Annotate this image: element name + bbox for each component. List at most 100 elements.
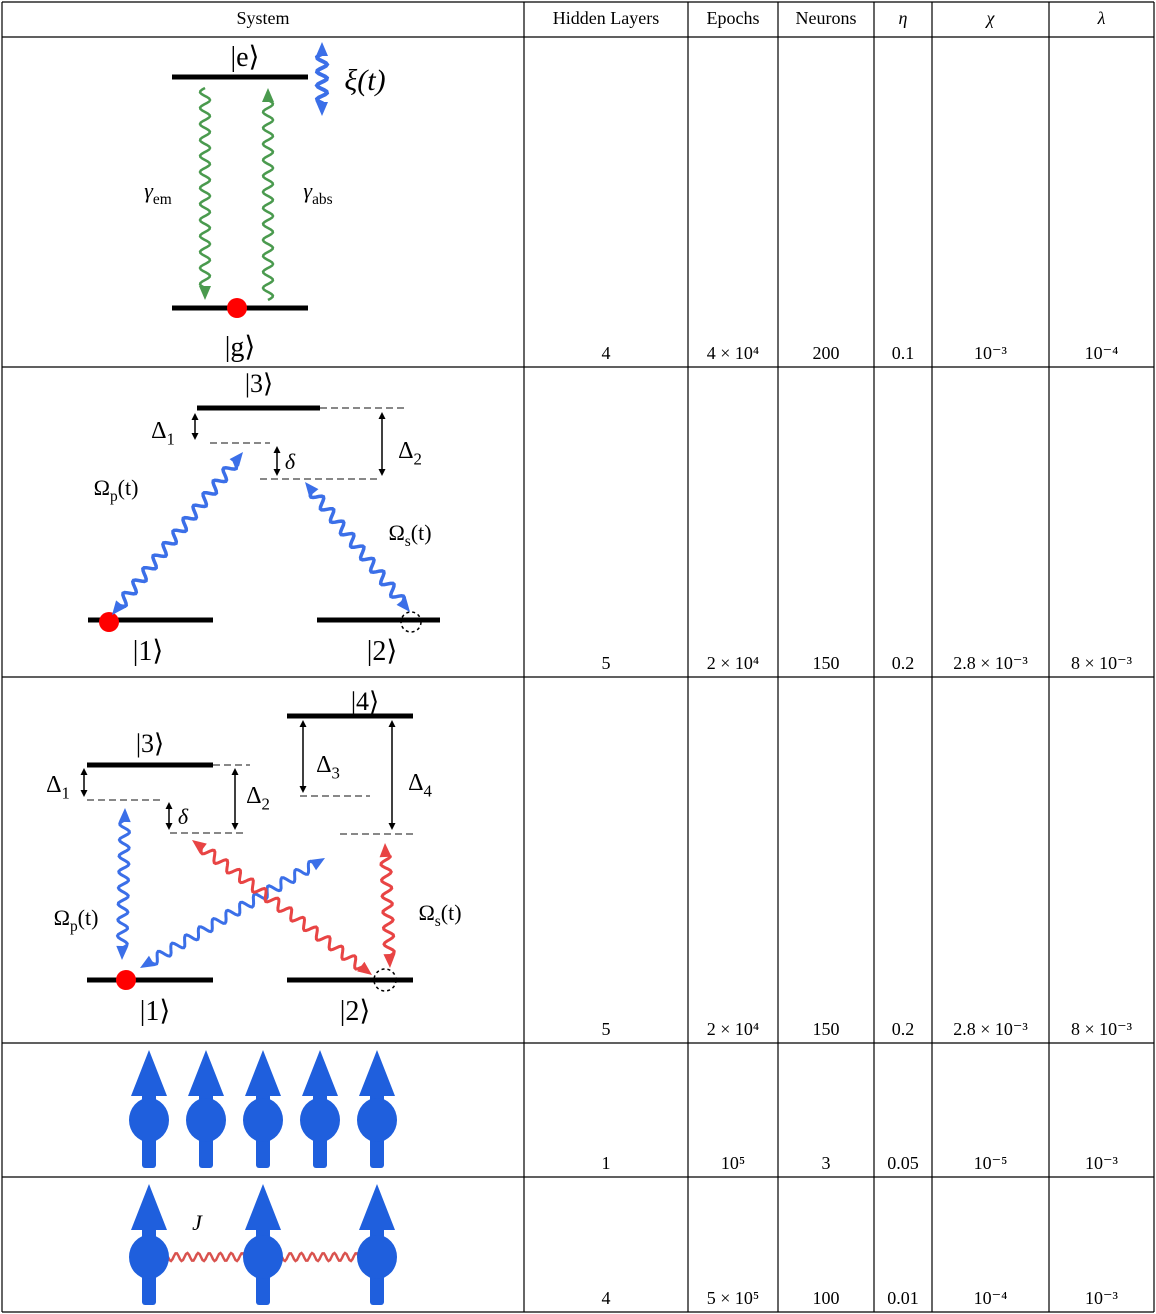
- label-subscript: 4: [424, 782, 433, 801]
- cell-value: 10⁻³: [1085, 1153, 1119, 1173]
- spin-head: [245, 1184, 281, 1230]
- diagram-label: δ: [285, 449, 296, 474]
- wavy-arrow: [317, 54, 327, 104]
- label-main: Δ: [316, 752, 331, 778]
- spin-body: [243, 1098, 283, 1142]
- cell-value: 2.8 × 10⁻³: [953, 653, 1028, 673]
- label-main: |1⟩: [133, 636, 164, 667]
- label-subscript: 2: [262, 795, 270, 814]
- label-main: δ: [178, 804, 189, 829]
- label-main: |g⟩: [225, 332, 256, 363]
- diagram-label: Ωp(t): [94, 475, 139, 505]
- diagram-label: Ωs(t): [388, 520, 431, 550]
- cell-value: 2 × 10⁴: [707, 653, 759, 673]
- spin-body: [300, 1098, 340, 1142]
- arrow-head: [316, 42, 328, 56]
- wavy-arrow: [263, 101, 273, 301]
- arrow-head: [116, 946, 128, 960]
- diagram-label: |e⟩: [231, 42, 260, 73]
- cell-value: 10⁻³: [1085, 1288, 1119, 1308]
- cell-value: 4: [602, 343, 611, 363]
- cell-value: 100: [813, 1288, 840, 1308]
- diagram-label: J: [192, 1210, 203, 1235]
- arrow-head: [166, 823, 173, 830]
- label-main: Δ: [408, 770, 423, 796]
- arrow-head: [380, 843, 392, 857]
- cell-value: 2.8 × 10⁻³: [953, 1019, 1028, 1039]
- arrow-head: [81, 768, 88, 775]
- cell-value: 0.2: [892, 653, 915, 673]
- diagram-label: Δ2: [398, 438, 422, 469]
- column-header: Neurons: [796, 8, 857, 28]
- spin-head: [131, 1184, 167, 1230]
- arrow-head: [112, 600, 125, 615]
- diagram-label: |1⟩: [133, 636, 164, 667]
- cell-value: 10⁻⁴: [1085, 343, 1119, 363]
- spin-body: [357, 1235, 397, 1279]
- arrow-head: [389, 720, 396, 727]
- arrow-head: [310, 858, 325, 870]
- cell-value: 0.05: [887, 1153, 919, 1173]
- cell-value: 2 × 10⁴: [707, 1019, 759, 1039]
- cell-value: 10⁻⁴: [974, 1288, 1008, 1308]
- arrow-head: [81, 790, 88, 797]
- wavy-arrow: [168, 1253, 246, 1261]
- cell-value: 10⁻⁵: [974, 1153, 1008, 1173]
- cell-value: 150: [813, 1019, 840, 1039]
- cell-value: 0.01: [887, 1288, 919, 1308]
- cell-value: 8 × 10⁻³: [1071, 1019, 1133, 1039]
- label-main: Ω: [418, 900, 434, 925]
- arrow-head: [192, 840, 207, 853]
- column-header: Epochs: [707, 8, 760, 28]
- wavy-arrow: [118, 821, 130, 949]
- arrow-head: [383, 954, 395, 968]
- spin-head: [245, 1050, 281, 1096]
- wavy-arrow: [381, 855, 394, 956]
- cell-value: 10⁻³: [974, 343, 1008, 363]
- label-tail: (t): [441, 900, 462, 925]
- spin-body: [129, 1235, 169, 1279]
- cell-value: 4 × 10⁴: [707, 343, 759, 363]
- label-main: Δ: [151, 418, 166, 444]
- label-subscript: em: [153, 191, 172, 208]
- arrow-head: [316, 102, 328, 116]
- label-tail: (t): [118, 475, 139, 500]
- diagram-label: |4⟩: [351, 687, 379, 716]
- cell-value: 5: [602, 1019, 611, 1039]
- diagram-label: |2⟩: [340, 996, 371, 1027]
- column-header: λ: [1097, 8, 1106, 28]
- column-header: χ: [985, 8, 996, 28]
- spin-body: [357, 1098, 397, 1142]
- arrow-head: [192, 433, 199, 440]
- spin-body: [186, 1098, 226, 1142]
- diagram-label: Ωp(t): [54, 905, 99, 935]
- label-main: Δ: [398, 438, 413, 464]
- diagram-label: δ: [178, 804, 189, 829]
- arrow-head: [300, 720, 307, 727]
- spin-head: [359, 1050, 395, 1096]
- cell-value: 5 × 10⁵: [707, 1288, 759, 1308]
- diagram-label: Δ4: [408, 770, 432, 801]
- spin-head: [359, 1184, 395, 1230]
- cell-value: 10⁵: [721, 1153, 745, 1173]
- label-main: |2⟩: [340, 996, 371, 1027]
- diagram-label: |2⟩: [367, 636, 398, 667]
- column-header: Hidden Layers: [553, 8, 659, 28]
- label-main: J: [192, 1210, 203, 1235]
- population-dot: [227, 298, 247, 318]
- diagram-label: ξ(t): [344, 64, 385, 97]
- cell-value: 3: [822, 1153, 831, 1173]
- arrow-head: [274, 469, 281, 476]
- label-subscript: 1: [167, 430, 175, 449]
- label-subscript: abs: [312, 191, 333, 208]
- cell-value: 0.2: [892, 1019, 915, 1039]
- spin-head: [131, 1050, 167, 1096]
- label-main: Δ: [46, 772, 61, 798]
- label-tail: (t): [411, 520, 432, 545]
- wavy-arrow: [310, 494, 404, 603]
- cell-value: 1: [602, 1153, 611, 1173]
- label-subscript: 1: [62, 784, 70, 803]
- table-figure: SystemHidden LayersEpochsNeuronsηχλ44 × …: [0, 0, 1156, 1314]
- page: SystemHidden LayersEpochsNeuronsηχλ44 × …: [0, 0, 1156, 1314]
- label-subscript: 3: [332, 764, 340, 783]
